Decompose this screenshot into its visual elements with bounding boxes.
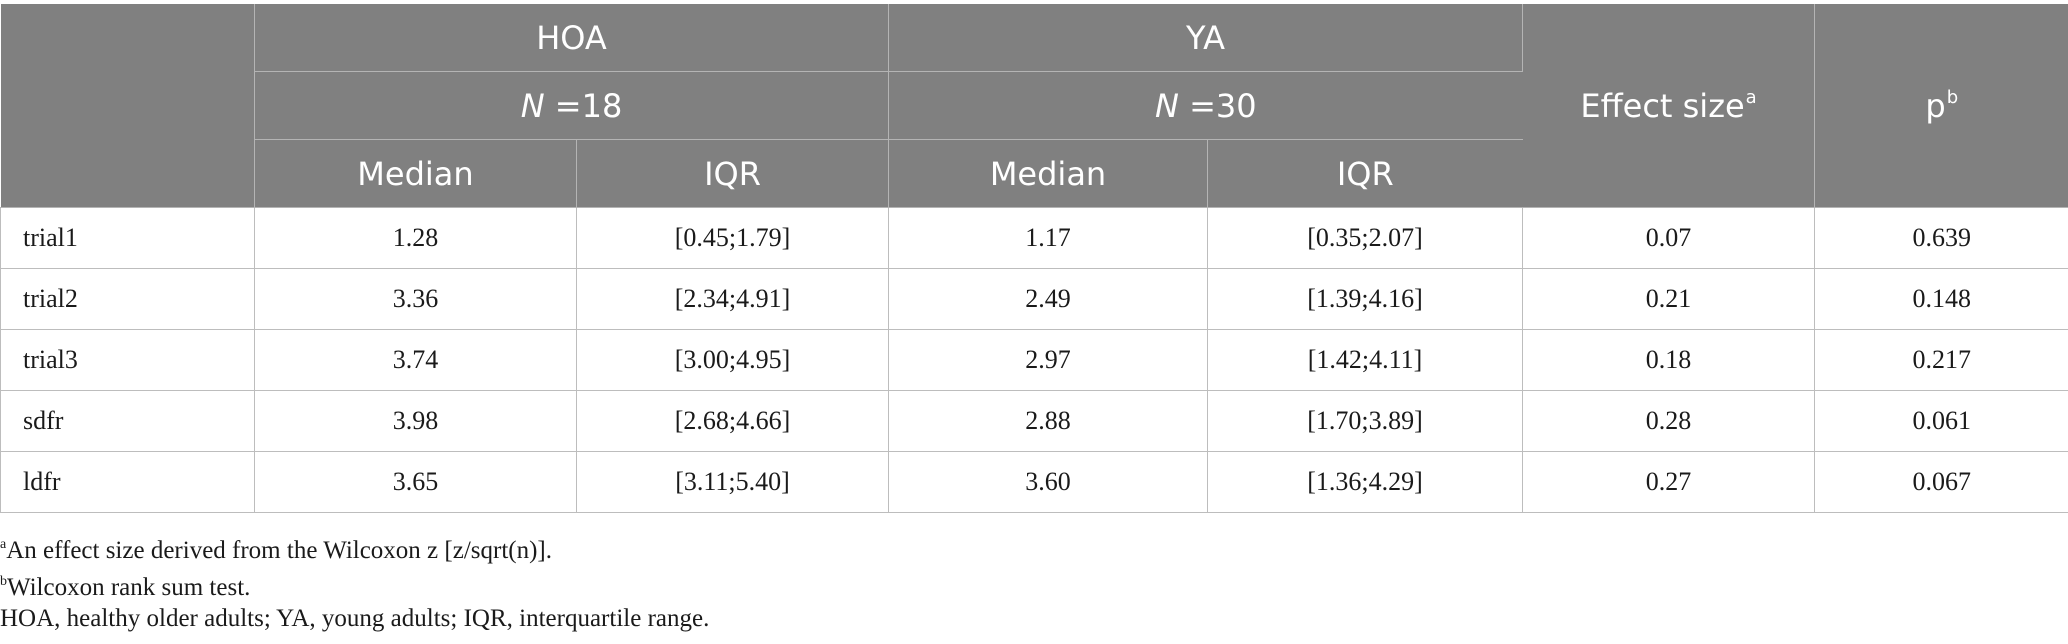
p-value-cell: 0.061 xyxy=(1814,390,2068,452)
header-group-ya: YA xyxy=(888,4,1524,72)
footnote-b: bWilcoxon rank sum test. xyxy=(0,563,709,601)
table-row: trial2 3.36 [2.34;4.91] 2.49 [1.39;4.16]… xyxy=(0,268,2068,330)
hoa-median-cell: 3.98 xyxy=(254,390,577,452)
hoa-median-cell: 1.28 xyxy=(254,207,577,269)
header-p-label: p xyxy=(1925,86,1946,125)
footnote-abbreviations: HOA, healthy older adults; YA, young adu… xyxy=(0,600,709,637)
hoa-median-cell: 3.65 xyxy=(254,451,577,513)
hoa-iqr-cell: [3.00;4.95] xyxy=(576,329,890,391)
footnote-mark-b: b xyxy=(1946,86,1959,108)
table-row: sdfr 3.98 [2.68;4.66] 2.88 [1.70;3.89] 0… xyxy=(0,390,2068,452)
header-ya-iqr: IQR xyxy=(1207,139,1523,208)
row-label: sdfr xyxy=(0,390,255,452)
header-group-hoa: HOA xyxy=(254,4,890,72)
table-row: trial1 1.28 [0.45;1.79] 1.17 [0.35;2.07]… xyxy=(0,207,2068,269)
hoa-iqr-cell: [2.34;4.91] xyxy=(576,268,890,330)
header-p: pb xyxy=(1814,4,2068,208)
row-label: trial2 xyxy=(0,268,255,330)
header-n-hoa: N =18 xyxy=(254,71,890,140)
header-empty-cell xyxy=(0,4,255,208)
table-footnotes: aAn effect size derived from the Wilcoxo… xyxy=(0,526,709,637)
results-table: HOA YA Effect sizea pb N =18 N =30 Media… xyxy=(0,4,2068,513)
ya-iqr-cell: [1.70;3.89] xyxy=(1207,390,1524,452)
ya-iqr-cell: [1.39;4.16] xyxy=(1207,268,1524,330)
table-row: ldfr 3.65 [3.11;5.40] 3.60 [1.36;4.29] 0… xyxy=(0,451,2068,513)
header-hoa-median: Median xyxy=(254,139,577,208)
ya-median-cell: 1.17 xyxy=(888,207,1209,269)
header-effect-size-label: Effect size xyxy=(1580,86,1745,125)
p-value-cell: 0.217 xyxy=(1814,329,2068,391)
row-label: trial3 xyxy=(0,329,255,391)
header-ya-median: Median xyxy=(888,139,1209,208)
row-label: ldfr xyxy=(0,451,255,513)
ya-iqr-cell: [0.35;2.07] xyxy=(1207,207,1524,269)
p-value-cell: 0.639 xyxy=(1814,207,2068,269)
ya-iqr-cell: [1.36;4.29] xyxy=(1207,451,1524,513)
hoa-iqr-cell: [2.68;4.66] xyxy=(576,390,890,452)
hoa-iqr-cell: [3.11;5.40] xyxy=(576,451,890,513)
n-symbol: N xyxy=(520,86,545,125)
effect-size-cell: 0.18 xyxy=(1522,329,1816,391)
footnote-a: aAn effect size derived from the Wilcoxo… xyxy=(0,526,709,564)
table-body: trial1 1.28 [0.45;1.79] 1.17 [0.35;2.07]… xyxy=(0,207,2068,513)
hoa-iqr-cell: [0.45;1.79] xyxy=(576,207,890,269)
ya-median-cell: 3.60 xyxy=(888,451,1209,513)
header-effect-size: Effect sizea xyxy=(1522,4,1816,208)
ya-iqr-cell: [1.42;4.11] xyxy=(1207,329,1524,391)
footnote-a-text: An effect size derived from the Wilcoxon… xyxy=(6,537,552,564)
ya-median-cell: 2.97 xyxy=(888,329,1209,391)
effect-size-cell: 0.28 xyxy=(1522,390,1816,452)
n-symbol: N xyxy=(1154,86,1179,125)
effect-size-cell: 0.07 xyxy=(1522,207,1816,269)
effect-size-cell: 0.21 xyxy=(1522,268,1816,330)
footnote-b-mark: b xyxy=(0,574,7,589)
effect-size-cell: 0.27 xyxy=(1522,451,1816,513)
footnote-mark-a: a xyxy=(1745,86,1757,108)
footnote-b-text: Wilcoxon rank sum test. xyxy=(7,574,251,601)
ya-median-cell: 2.49 xyxy=(888,268,1209,330)
p-value-cell: 0.148 xyxy=(1814,268,2068,330)
hoa-median-cell: 3.36 xyxy=(254,268,577,330)
p-value-cell: 0.067 xyxy=(1814,451,2068,513)
footnote-a-mark: a xyxy=(0,537,7,552)
n-value: =18 xyxy=(544,86,623,125)
table-row: trial3 3.74 [3.00;4.95] 2.97 [1.42;4.11]… xyxy=(0,329,2068,391)
footnote-abbreviations-text: HOA, healthy older adults; YA, young adu… xyxy=(0,605,710,632)
row-label: trial1 xyxy=(0,207,255,269)
hoa-median-cell: 3.74 xyxy=(254,329,577,391)
table-header: HOA YA Effect sizea pb N =18 N =30 Media… xyxy=(0,4,2068,208)
header-n-ya: N =30 xyxy=(888,71,1523,140)
header-hoa-iqr: IQR xyxy=(576,139,890,208)
n-value: =30 xyxy=(1178,86,1257,125)
ya-median-cell: 2.88 xyxy=(888,390,1209,452)
